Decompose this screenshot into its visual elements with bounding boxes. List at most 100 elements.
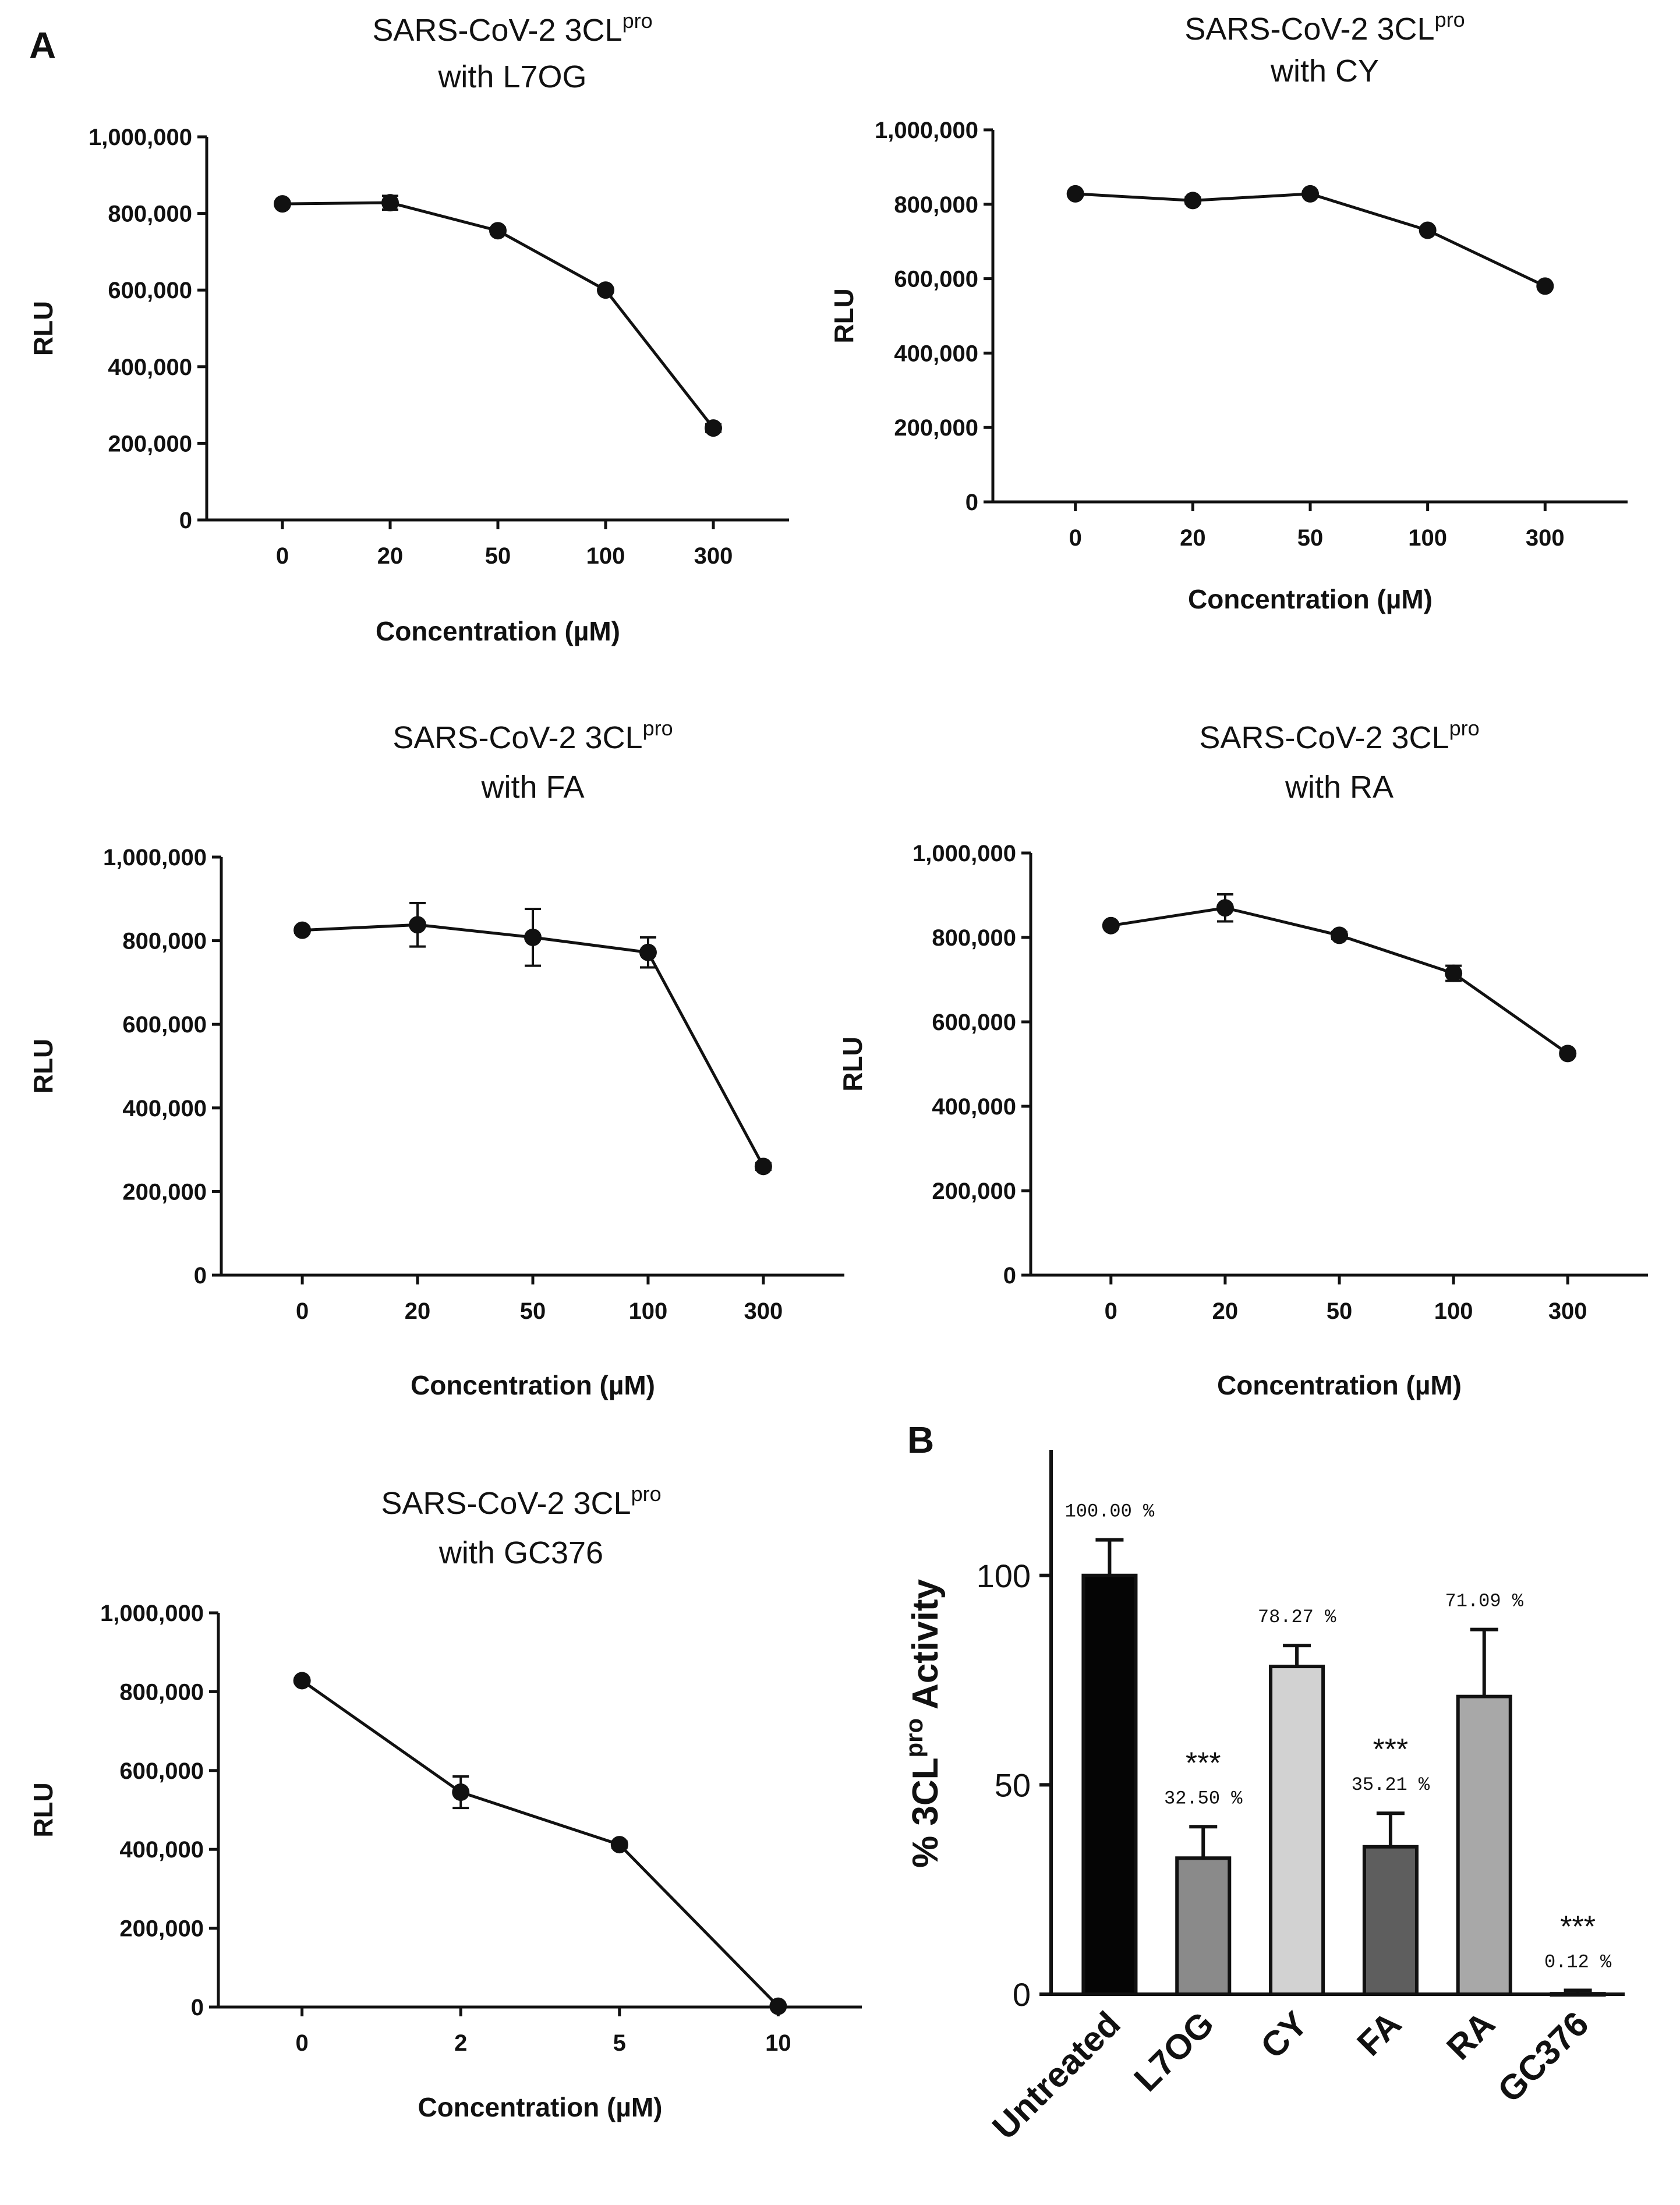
data-point — [1419, 221, 1437, 239]
chart-title: SARS-CoV-2 3CLpro — [381, 1482, 661, 1521]
data-label: 0.12 % — [1544, 1951, 1612, 1973]
series-line — [301, 1679, 780, 2008]
y-tick-label: 800,000 — [894, 192, 978, 218]
x-axis-label: Concentration (µM) — [376, 616, 620, 646]
x-tick-label: 100 — [1434, 1298, 1473, 1324]
data-label: 32.50 % — [1164, 1788, 1243, 1809]
y-tick-label: 200,000 — [119, 1916, 204, 1942]
data-point — [1066, 185, 1084, 203]
y-tick-label: 600,000 — [932, 1010, 1016, 1035]
chart-subtitle: with GC376 — [438, 1535, 603, 1570]
x-tick-label: 20 — [377, 543, 404, 569]
x-tick-label: 300 — [694, 543, 733, 569]
y-tick-label: 800,000 — [108, 201, 192, 227]
x-tick-label: 0 — [276, 543, 289, 569]
y-axis-label: RLU — [829, 288, 859, 344]
y-tick-label: 200,000 — [108, 431, 192, 456]
x-tick-label: 100 — [586, 543, 625, 569]
y-tick-label: 1,000,000 — [875, 118, 978, 143]
data-point — [639, 943, 657, 961]
y-tick-label: 0 — [965, 490, 978, 515]
y-tick-label: 1,000,000 — [89, 125, 192, 150]
data-point — [274, 195, 291, 213]
data-label: 78.27 % — [1258, 1606, 1336, 1628]
chart-title-main: SARS-CoV-2 3CL — [1199, 720, 1449, 755]
line-chart-gc376: SARS-CoV-2 3CLpro with GC376 0 200,000 400,0… — [28, 1482, 862, 2122]
y-tick-label: 400,000 — [122, 1096, 207, 1121]
data-point — [1102, 916, 1120, 935]
x-tick-label: 20 — [405, 1298, 431, 1324]
bar — [1550, 1992, 1606, 1997]
y-tick-label: 600,000 — [894, 267, 978, 292]
data-point — [452, 1783, 470, 1801]
y-tick-label: 200,000 — [932, 1178, 1016, 1204]
y-tick-label: 1,000,000 — [912, 841, 1016, 866]
y-tick-label: 800,000 — [119, 1679, 204, 1705]
y-tick-label: 0 — [1013, 1976, 1031, 2013]
data-point — [1559, 1045, 1577, 1063]
y-tick-label: 400,000 — [119, 1837, 204, 1863]
x-tick-label: 300 — [744, 1298, 783, 1324]
chart-title-superscript: pro — [1435, 8, 1465, 31]
significance-marker: *** — [1186, 1746, 1221, 1780]
data-point — [1445, 964, 1463, 982]
y-tick-label: 1,000,000 — [103, 845, 207, 870]
x-axis-label: Concentration (µM) — [1217, 1370, 1462, 1400]
chart-subtitle: with L7OG — [437, 59, 586, 94]
x-tick-label: 50 — [520, 1298, 546, 1324]
chart-title: SARS-CoV-2 3CLpro — [1184, 8, 1465, 47]
data-point — [293, 921, 312, 939]
x-tick-label: RA — [1439, 2004, 1502, 2068]
y-tick-label: 400,000 — [108, 355, 192, 380]
data-point — [381, 194, 399, 212]
x-tick-label: 0 — [296, 2030, 309, 2056]
data-point — [754, 1158, 772, 1176]
chart-subtitle: with FA — [480, 770, 584, 805]
chart-subtitle: with RA — [1285, 770, 1393, 805]
y-axis-label: % 3CLpro Activity — [900, 1578, 946, 1868]
x-axis-label: Concentration (µM) — [411, 1370, 655, 1400]
panel-label-a: A — [29, 24, 56, 66]
y-tick-label: 0 — [1003, 1263, 1016, 1289]
y-axis-label: RLU — [837, 1036, 868, 1092]
chart-title-main: SARS-CoV-2 3CL — [1184, 12, 1434, 47]
y-axis-label-prefix: % 3CL — [906, 1758, 946, 1868]
x-axis-label: Concentration (µM) — [418, 2092, 662, 2122]
bar — [1175, 1856, 1232, 1996]
line-chart-l7og: SARS-CoV-2 3CLpro with L7OG 0 200,000 400,00… — [28, 9, 789, 646]
chart-subtitle: with CY — [1270, 54, 1379, 89]
chart-title-superscript: pro — [643, 716, 673, 740]
x-tick-label: 50 — [485, 543, 511, 569]
y-tick-label: 0 — [194, 1263, 207, 1289]
x-tick-label: Untreated — [985, 2004, 1127, 2147]
chart-title-main: SARS-CoV-2 3CL — [372, 13, 622, 48]
y-tick-label: 100 — [977, 1558, 1031, 1594]
chart-title-superscript: pro — [1449, 716, 1480, 740]
x-tick-label: FA — [1350, 2004, 1409, 2064]
y-axis-label-superscript: pro — [900, 1718, 928, 1758]
x-tick-label: 20 — [1180, 525, 1206, 551]
y-tick-label: 1,000,000 — [100, 1601, 204, 1626]
x-tick-label: 50 — [1327, 1298, 1353, 1324]
data-point — [409, 916, 427, 934]
x-tick-label: 0 — [1105, 1298, 1117, 1324]
y-tick-label: 600,000 — [122, 1012, 207, 1038]
x-tick-label: CY — [1253, 2004, 1315, 2066]
x-tick-label: 100 — [1408, 525, 1447, 551]
x-tick-label: 0 — [1069, 525, 1082, 551]
y-tick-label: 800,000 — [122, 929, 207, 954]
line-chart-cy: SARS-CoV-2 3CLpro with CY 0 200,000 400,000 6… — [829, 8, 1628, 614]
x-tick-label: 10 — [765, 2030, 791, 2056]
y-tick-label: 400,000 — [894, 341, 978, 366]
data-point — [769, 1997, 787, 2015]
data-label: 100.00 % — [1065, 1501, 1155, 1523]
y-tick-label: 400,000 — [932, 1094, 1016, 1120]
bar — [1362, 1845, 1419, 1996]
bar — [1269, 1665, 1325, 1996]
data-point — [1301, 185, 1319, 203]
x-tick-label: 300 — [1526, 525, 1565, 551]
bar-chart-activity: 0 50 100 % 3CLpro Activity 100.00 % Untreated… — [900, 1450, 1625, 2147]
x-tick-label: 5 — [613, 2030, 626, 2056]
chart-title: SARS-CoV-2 3CLpro — [1199, 716, 1479, 755]
chart-title-main: SARS-CoV-2 3CL — [392, 720, 642, 755]
